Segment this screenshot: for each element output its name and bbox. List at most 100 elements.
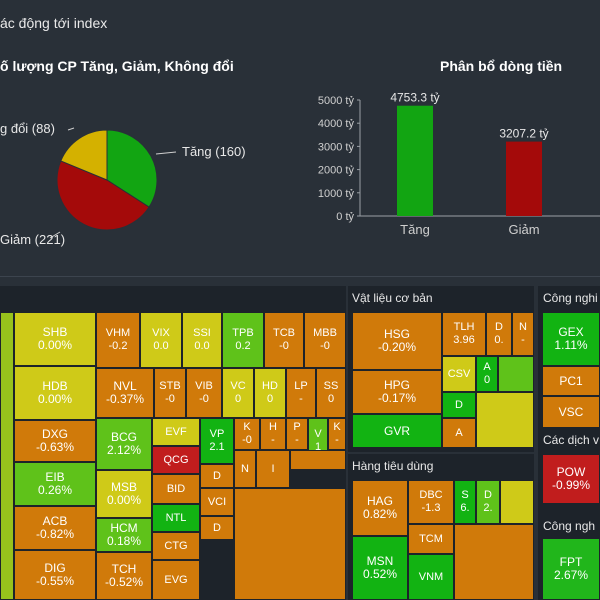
ticker-code: HPG: [383, 378, 410, 392]
treemap-cell-hdb[interactable]: HDB 0.00%: [14, 366, 96, 420]
ticker-code: K: [333, 421, 341, 433]
treemap-cell-tlh[interactable]: TLH 3.96: [442, 312, 486, 356]
bar-up[interactable]: [397, 105, 433, 216]
treemap-cell-vci[interactable]: VCI: [200, 488, 234, 516]
treemap-cell-evg[interactable]: EVG: [152, 560, 200, 600]
bar-down[interactable]: [506, 141, 542, 216]
ticker-code: HD: [262, 380, 278, 392]
pie-slice-flat[interactable]: [60, 129, 108, 181]
treemap-cell[interactable]: [476, 392, 534, 448]
ticker-code: NVL: [113, 379, 137, 393]
treemap-cell-pc1[interactable]: PC1: [542, 366, 600, 396]
treemap-cell[interactable]: [498, 356, 534, 392]
treemap-cell-hsg[interactable]: HSG -0.20%: [352, 312, 442, 370]
ticker-change: -0: [199, 393, 209, 405]
treemap-cell-shb[interactable]: SHB 0.00%: [14, 312, 96, 366]
treemap-cell-vhm[interactable]: VHM -0.2: [96, 312, 140, 368]
treemap-cell-p[interactable]: P-: [286, 418, 308, 450]
treemap-cell-gvr[interactable]: GVR: [352, 414, 442, 448]
ticker-code: VNM: [418, 570, 444, 583]
ticker-code: EIB: [45, 470, 65, 484]
treemap-cell-ss[interactable]: SS 0: [316, 368, 346, 418]
ticker-change: 2.: [483, 502, 493, 514]
treemap-cell-hd[interactable]: HD 0: [254, 368, 286, 418]
treemap-cell-vc[interactable]: VC 0: [222, 368, 254, 418]
treemap-cell-tch[interactable]: TCH -0.52%: [96, 552, 152, 600]
treemap-cell-gex[interactable]: GEX 1.11%: [542, 312, 600, 366]
treemap-cell-ctg[interactable]: CTG: [152, 532, 200, 560]
ticker-change: -0: [279, 340, 289, 352]
treemap-cell-n[interactable]: N: [234, 450, 256, 488]
treemap-cell-n[interactable]: N-: [512, 312, 534, 356]
treemap-cell-d[interactable]: D: [200, 464, 234, 488]
treemap-cell-d[interactable]: D 0.: [486, 312, 512, 356]
ticker-code: SHB: [42, 325, 68, 339]
ticker-code: A: [455, 426, 463, 439]
treemap-cell-ssi[interactable]: SSI 0.0: [182, 312, 222, 368]
treemap-cell-hpg[interactable]: HPG -0.17%: [352, 370, 442, 414]
treemap-cell-pow[interactable]: POW -0.99%: [542, 454, 600, 504]
treemap-cell-tcb[interactable]: TCB -0: [264, 312, 304, 368]
treemap-cell-mbb[interactable]: MBB -0: [304, 312, 346, 368]
pie-slice-down[interactable]: [56, 160, 150, 231]
ticker-change: -0: [165, 393, 175, 405]
bar-value-label: 4753.3 tỷ: [390, 91, 439, 105]
treemap-cell-hcm[interactable]: HCM 0.18%: [96, 518, 152, 552]
treemap-cell-qcg[interactable]: QCG: [152, 446, 200, 474]
treemap-cell-s[interactable]: S 6.: [454, 480, 476, 524]
treemap-cell-hag[interactable]: HAG 0.82%: [352, 480, 408, 536]
treemap-cell-bcg[interactable]: BCG 2.12%: [96, 418, 152, 470]
treemap-cell-d[interactable]: D 2.: [476, 480, 500, 524]
treemap-cell-tcm[interactable]: TCM: [408, 524, 454, 554]
treemap-cell-vix[interactable]: VIX 0.0: [140, 312, 182, 368]
treemap-cell-i[interactable]: I: [256, 450, 290, 488]
ticker-code: D: [213, 469, 221, 482]
treemap-cell-msn[interactable]: MSN 0.52%: [352, 536, 408, 600]
treemap-cell-vnm[interactable]: VNM: [408, 554, 454, 600]
ticker-change: -: [521, 334, 525, 346]
treemap-cell-dbc[interactable]: DBC -1.3: [408, 480, 454, 524]
treemap-cell-vsc[interactable]: VSC: [542, 396, 600, 428]
treemap-cell-h[interactable]: H-: [260, 418, 286, 450]
treemap-cell[interactable]: [234, 488, 346, 600]
treemap-cell-tpb[interactable]: TPB 0.2: [222, 312, 264, 368]
treemap-cell-stb[interactable]: STB -0: [154, 368, 186, 418]
ticker-code: TPB: [232, 327, 254, 339]
ticker-code: VCI: [207, 495, 227, 508]
treemap-cell-acb[interactable]: ACB -0.82%: [14, 506, 96, 550]
treemap-cell-vib[interactable]: VIB -0: [186, 368, 222, 418]
treemap-cell-bid[interactable]: BID: [152, 474, 200, 504]
treemap-cell-dig[interactable]: DIG -0.55%: [14, 550, 96, 600]
treemap-cell-d[interactable]: D: [200, 516, 234, 540]
ticker-code: VP: [209, 428, 225, 440]
y-tick-label: 4000 tỷ: [318, 118, 355, 130]
treemap-cell-vp[interactable]: VP 2.1: [200, 418, 234, 464]
treemap-cell-fpt[interactable]: FPT 2.67%: [542, 538, 600, 600]
ticker-code: DIG: [44, 561, 66, 575]
treemap-cell-a[interactable]: A: [442, 418, 476, 448]
treemap-cell-eib[interactable]: EIB 0.26%: [14, 462, 96, 506]
treemap-cell-msb[interactable]: MSB 0.00%: [96, 470, 152, 518]
treemap-cell-lp[interactable]: LP -: [286, 368, 316, 418]
ticker-code: TLH: [453, 321, 475, 333]
treemap-cell-csv[interactable]: CSV: [442, 356, 476, 392]
ticker-change: 6.: [460, 502, 470, 514]
ticker-change: -0.82%: [35, 527, 75, 541]
treemap-cell-nvl[interactable]: NVL -0.37%: [96, 368, 154, 418]
treemap-cell[interactable]: [500, 480, 534, 524]
treemap-cell-evf[interactable]: EVF: [152, 418, 200, 446]
treemap-cell-ntl[interactable]: NTL: [152, 504, 200, 532]
treemap-cell[interactable]: [454, 524, 534, 600]
ticker-change: -: [299, 393, 303, 405]
treemap-cell-k[interactable]: K -0: [234, 418, 260, 450]
ticker-change: -0.99%: [551, 478, 591, 492]
ticker-change: 3.96: [453, 334, 475, 346]
section-header-consumer: Hàng tiêu dùng: [352, 459, 434, 473]
treemap-cell-dxg[interactable]: DXG -0.63%: [14, 420, 96, 462]
ticker-change: -: [335, 434, 339, 446]
treemap-cell[interactable]: [0, 312, 14, 600]
treemap-cell[interactable]: [290, 450, 346, 470]
treemap-cell-d[interactable]: D: [442, 392, 476, 418]
treemap-cell-k[interactable]: K-: [328, 418, 346, 450]
